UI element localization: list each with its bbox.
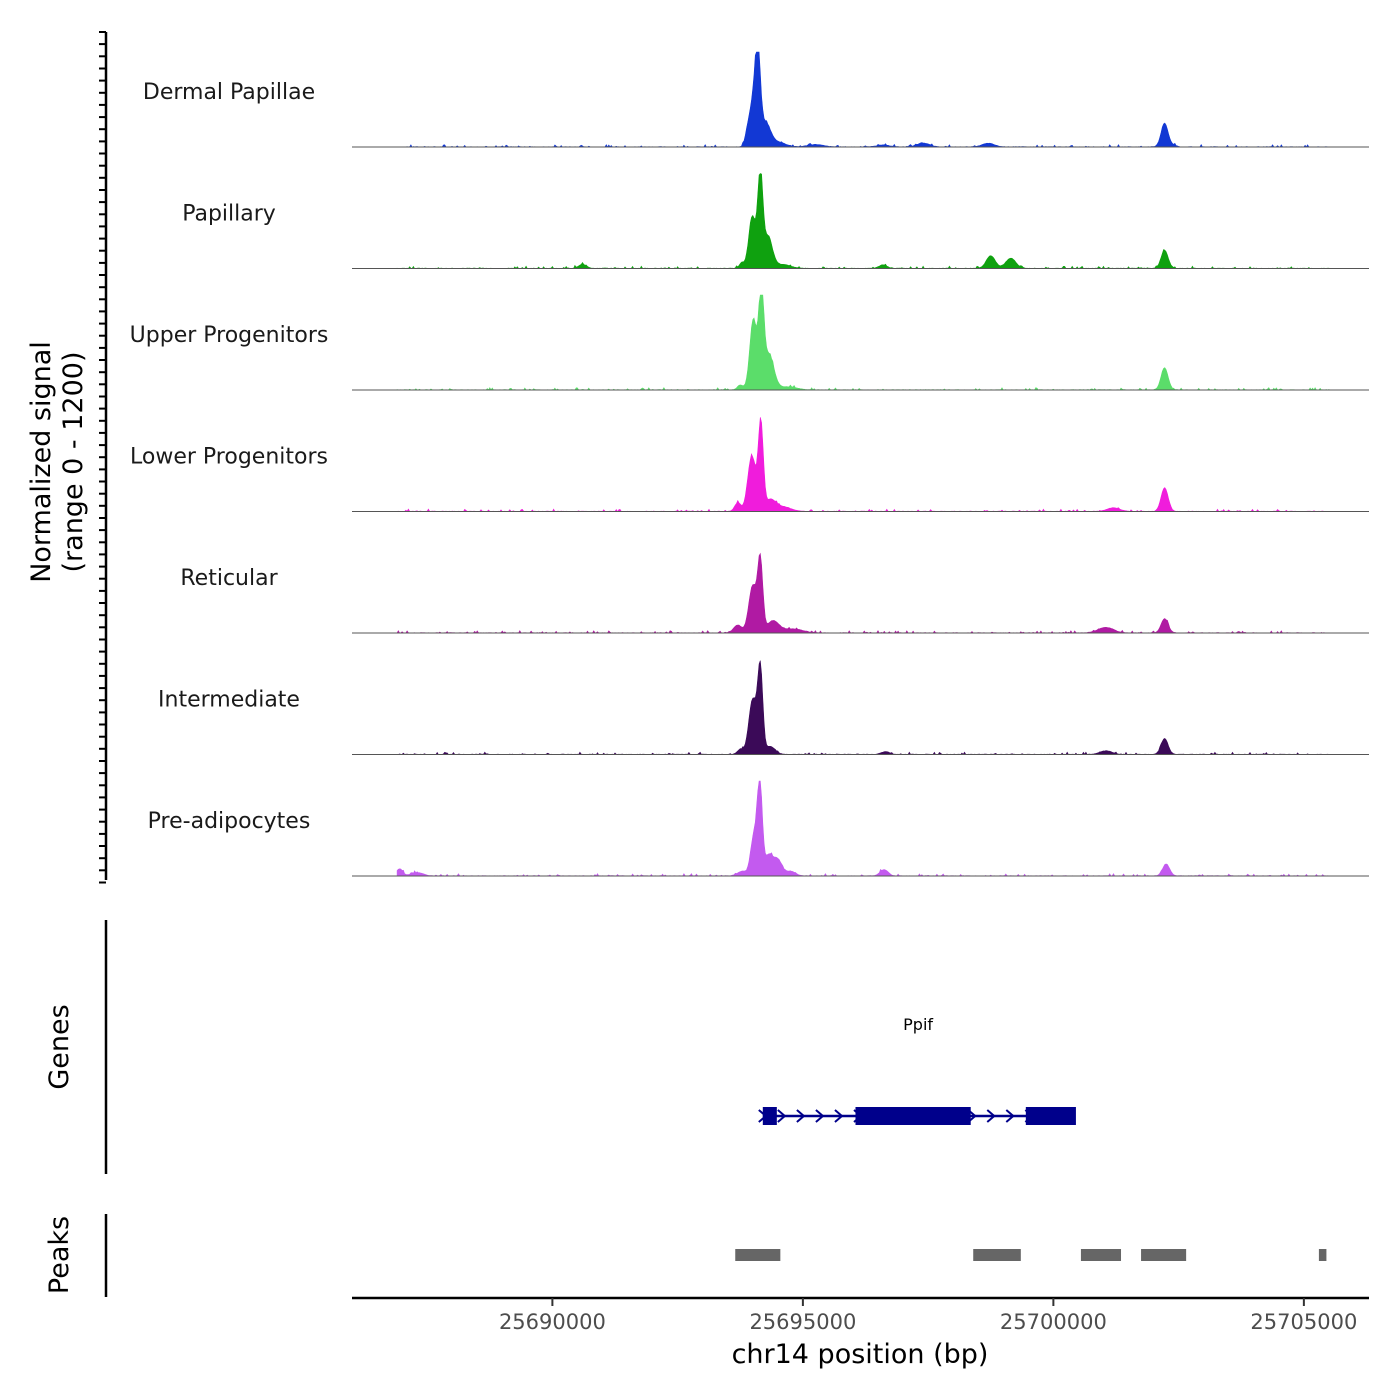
track: Lower Progenitors xyxy=(130,417,1369,513)
gene-exon xyxy=(1025,1107,1076,1125)
track: Intermediate xyxy=(158,660,1369,755)
coverage-area xyxy=(396,294,1330,391)
peak-intervals xyxy=(735,1249,1327,1261)
track-label: Pre-adipocytes xyxy=(148,809,311,834)
coverage-area xyxy=(396,417,1330,513)
coverage-area xyxy=(396,173,1330,269)
strand-arrow xyxy=(986,1109,996,1123)
genes-label: Genes xyxy=(44,1004,75,1089)
x-tick-label: 25700000 xyxy=(1000,1310,1107,1334)
peak-interval xyxy=(973,1249,1021,1261)
strand-arrow xyxy=(796,1109,806,1123)
strand-arrow xyxy=(815,1109,825,1123)
strand-arrow xyxy=(777,1109,787,1123)
x-axis-ticks: 25690000 25695000 25700000 25705000 xyxy=(499,1298,1357,1334)
coverage-tracks: Dermal Papillae Papillary Upper Progenitor… xyxy=(130,51,1369,877)
track: Papillary xyxy=(182,173,1369,269)
x-axis-label: chr14 position (bp) xyxy=(732,1339,989,1370)
peak-interval xyxy=(1318,1249,1327,1261)
x-tick-label: 25695000 xyxy=(749,1310,856,1334)
strand-arrow xyxy=(1005,1109,1015,1123)
track: Reticular xyxy=(180,552,1369,634)
gene-model xyxy=(758,1107,1076,1125)
peaks-panel: Peaks xyxy=(44,1214,1327,1297)
track-label: Upper Progenitors xyxy=(130,323,329,348)
track-label: Papillary xyxy=(182,202,276,227)
peaks-label: Peaks xyxy=(44,1216,75,1294)
gene-exon xyxy=(855,1107,971,1125)
x-axis: 25690000 25695000 25700000 25705000 chr14 p… xyxy=(352,1296,1369,1370)
track-label: Dermal Papillae xyxy=(143,80,315,105)
track: Upper Progenitors xyxy=(130,294,1369,391)
track-label: Lower Progenitors xyxy=(130,445,328,470)
coverage-area xyxy=(396,780,1330,877)
genes-panel: Genes Ppif xyxy=(44,920,1076,1174)
track: Pre-adipocytes xyxy=(148,780,1369,877)
coverage-panel: Dermal Papillae Papillary Upper Progenitor… xyxy=(26,31,1369,884)
coverage-area xyxy=(396,660,1330,755)
gene-exon xyxy=(762,1107,777,1125)
peak-interval xyxy=(1141,1249,1187,1261)
peak-interval xyxy=(1080,1249,1122,1261)
strand-arrow xyxy=(834,1109,844,1123)
x-tick-label: 25705000 xyxy=(1250,1310,1357,1334)
track: Dermal Papillae xyxy=(143,51,1369,148)
track-label: Reticular xyxy=(180,566,278,591)
coverage-y-ticks xyxy=(99,31,106,884)
x-tick-label: 25690000 xyxy=(499,1310,606,1334)
track-label: Intermediate xyxy=(158,688,300,713)
y-axis-label: Normalized signal xyxy=(26,341,57,583)
coverage-area xyxy=(396,51,1329,148)
y-axis-range-label: (range 0 - 1200) xyxy=(58,352,89,573)
gene-name-label: Ppif xyxy=(903,1015,933,1034)
peak-interval xyxy=(735,1249,781,1261)
coverage-area xyxy=(396,552,1330,634)
